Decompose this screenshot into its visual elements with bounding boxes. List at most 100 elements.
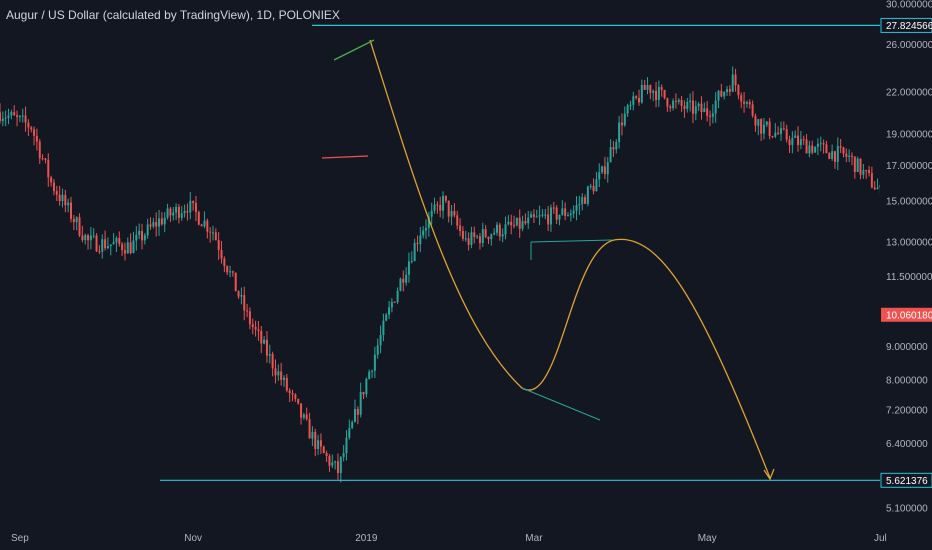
candle-body (390, 301, 393, 308)
candle-body (396, 290, 399, 302)
candle-body (672, 100, 675, 109)
candle-body (496, 224, 498, 233)
candle-body (365, 378, 368, 395)
candle-body (109, 244, 112, 247)
candle-body (89, 235, 92, 241)
candle-body (427, 216, 430, 228)
candle-body (106, 246, 109, 249)
candle-body (501, 234, 504, 237)
candle-body (538, 215, 541, 217)
candle-body (135, 234, 138, 241)
candle-body (200, 224, 203, 227)
candle-body (833, 151, 836, 162)
candle-body (229, 271, 232, 273)
candle-body (589, 185, 592, 187)
candle-body (700, 103, 703, 113)
candle-body (476, 236, 479, 238)
time-tick-label: Nov (184, 533, 202, 544)
candle-body (328, 456, 331, 466)
time-tick-label: Jul (874, 533, 887, 544)
candle-body (558, 214, 561, 220)
candle-body (853, 156, 856, 172)
candle-body (212, 232, 214, 234)
candle-body (115, 238, 118, 243)
candle-body (873, 187, 876, 190)
price-tick-label: 11.500000 (886, 272, 932, 283)
candle-body (72, 218, 75, 223)
candle-body (180, 213, 183, 218)
candle-body (75, 217, 78, 223)
candle-body (478, 236, 481, 244)
candle-body (399, 278, 402, 291)
candle-body (745, 102, 748, 104)
time-tick-label: Mar (525, 533, 543, 544)
candle-body (52, 182, 55, 192)
candle-body (217, 239, 220, 250)
price-tick-label: 22.000000 (886, 88, 932, 99)
candle-body (186, 211, 189, 213)
candle-body (283, 377, 285, 380)
candle-body (709, 115, 711, 117)
candle-body (609, 147, 612, 163)
candle-body (586, 186, 589, 204)
candle-body (601, 166, 604, 173)
candle-body (371, 370, 374, 372)
candle-body (777, 132, 780, 134)
candle-body (442, 195, 445, 211)
candle-body (740, 95, 743, 102)
candle-body (748, 102, 751, 105)
candle-body (527, 217, 530, 224)
candle-body (822, 143, 825, 145)
candle-body (38, 141, 41, 159)
candle-body (24, 115, 27, 123)
candle-body (402, 278, 405, 283)
projection-arc (369, 39, 771, 479)
candle-body (271, 354, 274, 369)
candle-body (603, 166, 606, 175)
candle-body (530, 214, 533, 218)
candle-body (498, 224, 501, 237)
candle-body (331, 462, 334, 466)
candle-body (535, 216, 538, 218)
candle-body (78, 217, 81, 236)
candle-body (461, 231, 464, 239)
candle-body (689, 100, 692, 102)
candle-body (197, 211, 200, 225)
candle-body (58, 194, 61, 202)
candle-body (643, 84, 646, 90)
candle-body (152, 222, 155, 227)
candle-body (612, 147, 615, 150)
price-tick-label: 19.000000 (886, 129, 932, 140)
candle-body (67, 202, 70, 206)
candle-body (791, 137, 794, 146)
candle-body (720, 90, 723, 97)
candle-body (638, 97, 640, 103)
candle-body (339, 457, 342, 474)
candle-body (407, 261, 410, 275)
candle-body (18, 116, 21, 118)
candle-body (354, 408, 356, 422)
candle-body (300, 403, 303, 418)
candle-body (450, 211, 453, 217)
candle-body (493, 232, 496, 235)
candle-body (0, 112, 1, 121)
time-axis-background (0, 520, 932, 550)
candle-body (129, 242, 132, 253)
candle-body (808, 145, 811, 154)
candle-body (405, 274, 408, 283)
price-axis[interactable]: 30.000000 26.000000 22.000000 19.000000 17.0… (880, 0, 932, 550)
candle-body (362, 392, 365, 395)
candle-body (663, 89, 666, 99)
candle-body (308, 419, 311, 439)
candle-body (859, 158, 862, 175)
candle-body (518, 217, 521, 229)
candle-body (325, 452, 328, 457)
candle-body (322, 446, 325, 453)
price-tick-label: 5.100000 (886, 504, 928, 515)
candle-body (487, 236, 490, 240)
candle-body (774, 132, 777, 137)
candle-body (268, 354, 271, 356)
time-axis[interactable]: SepNov2019MarMayJulSepNov2020MarMay (0, 520, 932, 550)
